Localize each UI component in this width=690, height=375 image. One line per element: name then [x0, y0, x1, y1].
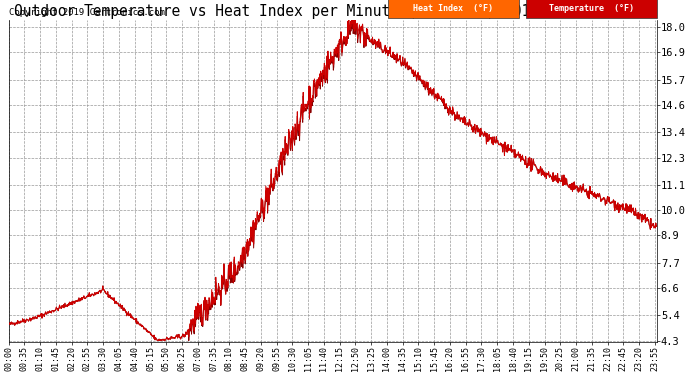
Text: Heat Index  (°F): Heat Index (°F)	[413, 4, 493, 13]
Title: Outdoor Temperature vs Heat Index per Minute (24 Hours) 20190305: Outdoor Temperature vs Heat Index per Mi…	[14, 4, 574, 19]
Text: Temperature  (°F): Temperature (°F)	[549, 4, 633, 13]
Text: Copyright 2019 Cartronics.com: Copyright 2019 Cartronics.com	[9, 8, 164, 16]
